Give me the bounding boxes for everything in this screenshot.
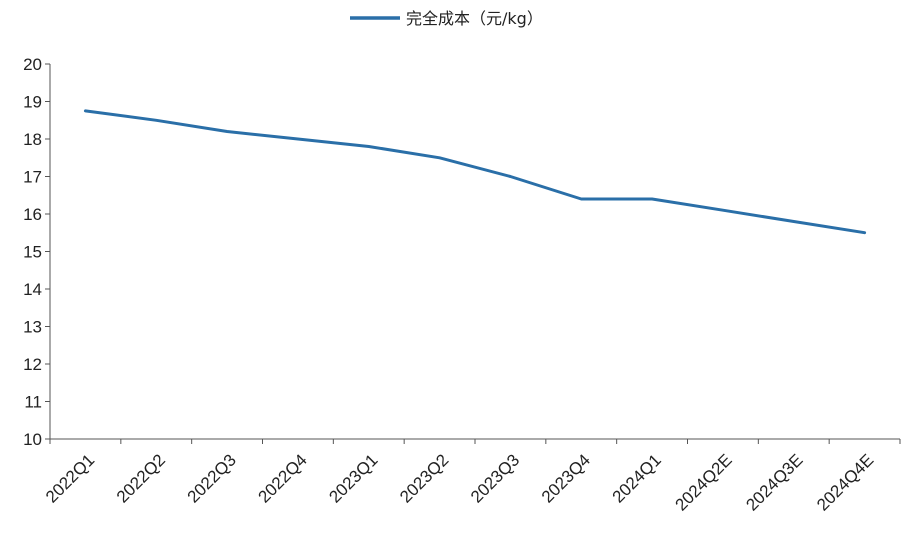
y-tick-label: 14 (23, 280, 42, 299)
legend: 完全成本（元/kg） (350, 9, 543, 28)
series-group (83, 109, 867, 235)
x-tick-label: 2024Q1 (609, 450, 665, 506)
x-tick-label: 2024Q4E (813, 450, 877, 514)
x-tick-label: 2024Q2E (672, 450, 736, 514)
y-tick-label: 16 (23, 205, 42, 224)
y-tick-label: 10 (23, 430, 42, 449)
y-tick-label: 12 (23, 355, 42, 374)
y-tick-label: 19 (23, 93, 42, 112)
x-tick-label: 2023Q1 (325, 450, 381, 506)
y-axis-ticks: 10 11 12 13 14 15 16 17 18 19 20 (23, 55, 50, 449)
series-line (83, 109, 867, 235)
x-axis-ticks: 2022Q1 2022Q2 2022Q3 2022Q4 2023Q1 2023Q2 2023… (42, 439, 901, 515)
x-tick-label: 2022Q1 (42, 450, 98, 506)
x-tick-label: 2023Q3 (467, 450, 523, 506)
y-tick-label: 17 (23, 168, 42, 187)
x-tick-label: 2024Q3E (742, 450, 806, 514)
y-tick-label: 20 (23, 55, 42, 74)
y-tick-label: 15 (23, 243, 42, 262)
y-tick-label: 13 (23, 318, 42, 337)
axes (49, 64, 900, 440)
x-tick-label: 2023Q2 (396, 450, 452, 506)
y-tick-label: 18 (23, 130, 42, 149)
legend-label: 完全成本（元/kg） (406, 9, 543, 28)
x-tick-label: 2022Q3 (184, 450, 240, 506)
y-tick-label: 11 (24, 393, 42, 412)
x-tick-label: 2022Q2 (113, 450, 169, 506)
x-tick-label: 2022Q4 (255, 450, 311, 506)
x-tick-label: 2023Q4 (538, 450, 594, 506)
